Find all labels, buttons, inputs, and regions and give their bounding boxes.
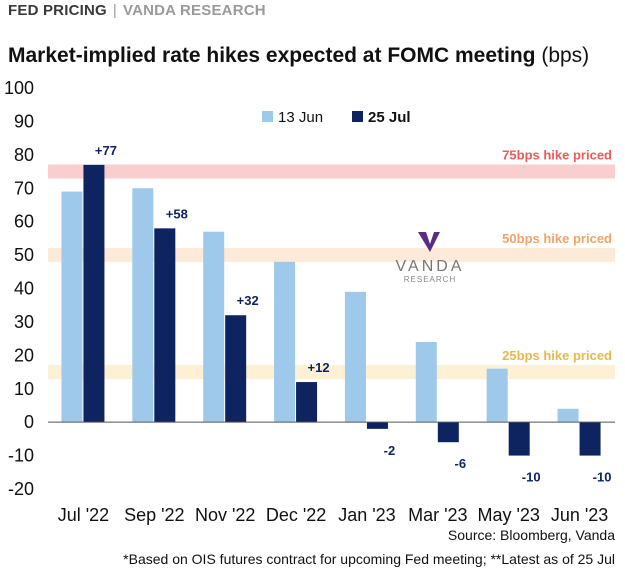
x-tick-label: Nov '22	[195, 505, 255, 525]
header-kicker: FED PRICING	[8, 2, 107, 19]
y-tick-label: 50	[14, 245, 34, 265]
data-label: -10	[593, 470, 612, 485]
y-tick-label: 60	[14, 212, 34, 232]
bar	[366, 422, 388, 429]
chart-axes: -20 -10 0 10 20 30 40 50 60 70 80 90 100 Jul '22 Sep '…	[4, 78, 615, 525]
data-label: +77	[95, 143, 117, 158]
bar	[61, 191, 83, 423]
data-label: -2	[384, 443, 396, 458]
bar	[203, 231, 225, 423]
legend-label: 25 Jul	[368, 109, 411, 126]
footer-block: Source: Bloomberg, Vanda *Based on OIS f…	[123, 527, 615, 567]
y-tick-label: 80	[14, 145, 34, 165]
watermark-name: VANDA	[396, 258, 465, 275]
legend-swatch	[262, 111, 273, 122]
chart-title-block: Market-implied rate hikes expected at FO…	[8, 44, 589, 68]
bar-series	[61, 164, 601, 456]
data-label: +12	[308, 360, 330, 375]
bar	[508, 422, 530, 456]
y-tick-label: 0	[24, 412, 34, 432]
data-labels: +77 +58 +32 +12 -2 -6 -10 -10	[95, 143, 612, 485]
data-label: -6	[455, 456, 467, 471]
x-tick-label: Jun '23	[551, 505, 608, 525]
bar	[83, 164, 105, 423]
x-tick-label: Jul '22	[58, 505, 109, 525]
data-label: +58	[166, 206, 188, 221]
vanda-logo-mark	[418, 232, 440, 252]
reference-bands: 75bps hike priced 50bps hike priced 25bps …	[48, 148, 615, 380]
chart-legend: 13 Jun 25 Jul	[262, 109, 411, 126]
bar	[132, 188, 154, 423]
x-tick-label: Dec '22	[266, 505, 326, 525]
footnote: *Based on OIS futures contract for upcom…	[123, 551, 615, 567]
bar	[296, 382, 318, 423]
bar	[154, 228, 176, 423]
bar	[274, 261, 296, 423]
header-separator: |	[112, 2, 117, 19]
y-tick-label: 100	[4, 78, 34, 98]
bar	[486, 368, 508, 423]
bar	[415, 341, 437, 423]
y-tick-label: -10	[8, 446, 34, 466]
x-tick-label: Mar '23	[408, 505, 467, 525]
bar	[437, 422, 459, 443]
reference-band-label: 25bps hike priced	[502, 348, 612, 363]
bar	[579, 422, 601, 456]
bar	[344, 291, 366, 423]
reference-band	[48, 365, 615, 380]
legend-swatch	[352, 111, 363, 122]
watermark-sub: RESEARCH	[404, 275, 456, 284]
source-note: Source: Bloomberg, Vanda	[447, 527, 615, 543]
y-tick-label: -20	[8, 479, 34, 499]
bar	[225, 315, 247, 423]
y-tick-label: 20	[14, 345, 34, 365]
reference-band	[48, 164, 615, 179]
data-label: +32	[237, 293, 259, 308]
header-bar: FED PRICING | VANDA RESEARCH	[8, 2, 266, 19]
x-tick-label: Sep '22	[124, 505, 185, 525]
reference-band	[48, 248, 615, 263]
y-tick-label: 40	[14, 279, 34, 299]
chart-title: Market-implied rate hikes expected at FO…	[8, 44, 536, 67]
x-tick-label: Jan '23	[338, 505, 395, 525]
reference-band-label: 50bps hike priced	[502, 231, 612, 246]
data-label: -10	[522, 470, 541, 485]
header-brand: VANDA RESEARCH	[122, 2, 266, 19]
y-tick-label: 70	[14, 178, 34, 198]
legend-label: 13 Jun	[278, 109, 323, 126]
x-tick-label: May '23	[477, 505, 539, 525]
y-tick-label: 10	[14, 379, 34, 399]
y-tick-label: 90	[14, 111, 34, 131]
reference-band-label: 75bps hike priced	[502, 148, 612, 163]
chart-title-unit: (bps)	[541, 44, 590, 67]
bar	[557, 408, 579, 423]
y-tick-label: 30	[14, 312, 34, 332]
